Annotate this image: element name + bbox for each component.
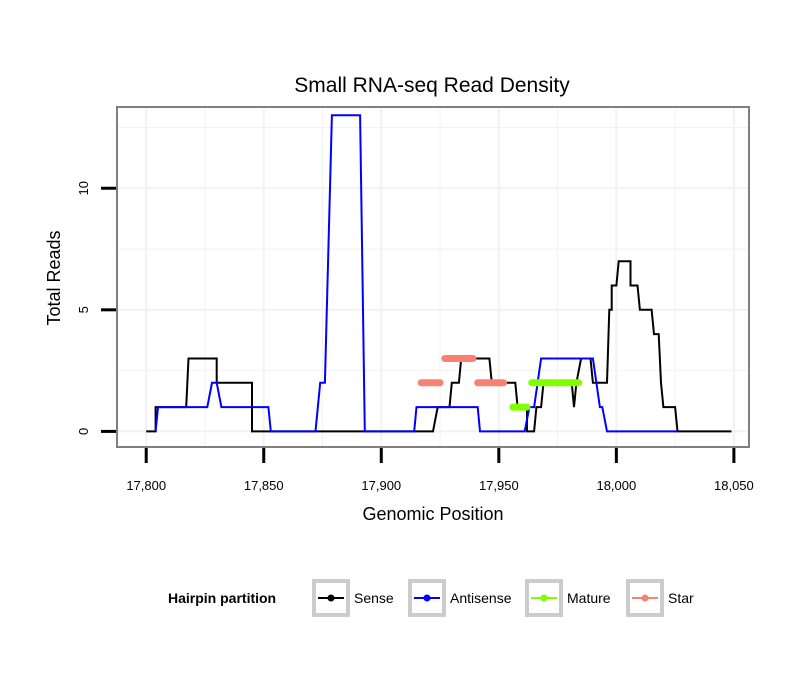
plot-panel xyxy=(116,106,750,448)
legend-item-star: Star xyxy=(626,579,694,617)
legend-label: Star xyxy=(668,590,694,606)
legend-item-antisense: Antisense xyxy=(408,579,512,617)
legend-label: Antisense xyxy=(450,590,512,606)
y-tick-label: 5 xyxy=(76,306,91,313)
x-tick-label: 18,050 xyxy=(714,478,754,493)
series-group xyxy=(146,114,732,433)
x-tick-label: 17,900 xyxy=(361,478,401,493)
legend-title: Hairpin partition xyxy=(168,590,276,606)
legend-key-dot xyxy=(540,594,548,602)
legend-item-mature: Mature xyxy=(525,579,611,617)
legend-key-dot xyxy=(423,594,431,602)
legend-label: Mature xyxy=(567,590,611,606)
y-tick-label: 10 xyxy=(76,181,91,195)
legend-item-sense: Sense xyxy=(312,579,394,617)
legend-items: Sense Antisense Mature Star xyxy=(312,579,694,617)
x-tick-label: 17,950 xyxy=(479,478,519,493)
legend-key-dot xyxy=(641,594,649,602)
x-tick-label: 17,850 xyxy=(244,478,284,493)
x-axis-label: Genomic Position xyxy=(362,504,503,524)
x-tick-label: 17,800 xyxy=(126,478,166,493)
legend: Hairpin partition Sense Antisense Mature St… xyxy=(168,579,694,617)
y-tick-label: 0 xyxy=(76,428,91,435)
legend-key-dot xyxy=(327,594,335,602)
chart-title: Small RNA-seq Read Density xyxy=(294,74,570,97)
y-axis-label: Total Reads xyxy=(44,230,64,325)
x-tick-label: 18,000 xyxy=(596,478,636,493)
series-antisense-line xyxy=(154,114,678,433)
legend-label: Sense xyxy=(354,590,394,606)
axes: 17,800 17,850 17,900 17,950 18,000 18,050 0 5 10 xyxy=(76,181,754,493)
